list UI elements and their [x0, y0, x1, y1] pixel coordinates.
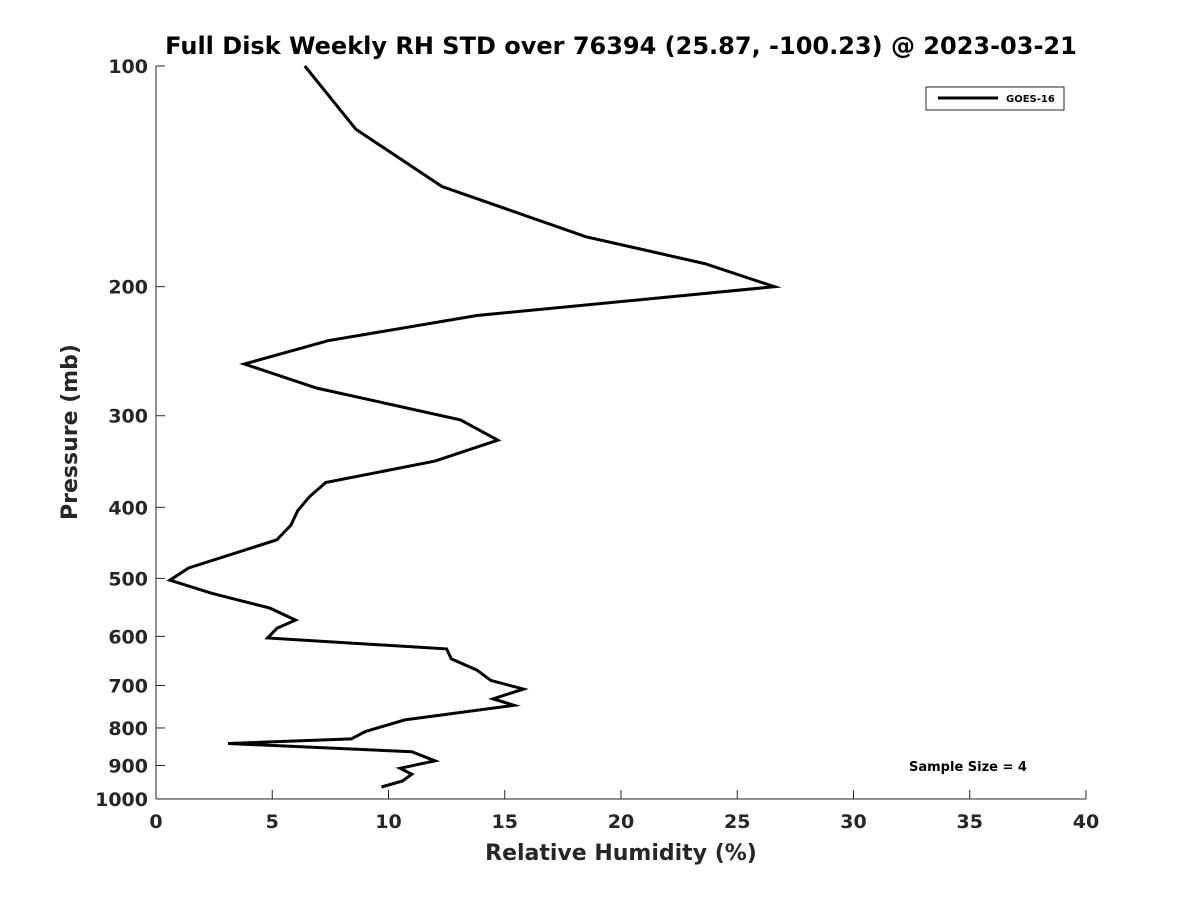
x-tick-label: 30: [840, 811, 866, 833]
chart-title: Full Disk Weekly RH STD over 76394 (25.8…: [165, 32, 1077, 60]
x-tick-label: 40: [1073, 811, 1099, 833]
y-tick-label: 600: [108, 626, 148, 648]
y-tick-label: 400: [108, 497, 148, 519]
x-tick-label: 25: [724, 811, 750, 833]
x-axis-ticks: 0 5 10 15 20 25 30 35 40: [149, 790, 1099, 833]
sample-size-annotation: Sample Size = 4: [909, 760, 1027, 775]
y-tick-label: 500: [108, 568, 148, 590]
y-tick-label: 200: [108, 277, 148, 299]
x-tick-label: 10: [375, 811, 401, 833]
x-axis-label: Relative Humidity (%): [485, 841, 757, 866]
x-tick-label: 5: [266, 811, 279, 833]
y-tick-label: 1000: [95, 789, 148, 811]
y-axis-label: Pressure (mb): [58, 344, 83, 520]
x-tick-label: 20: [608, 811, 634, 833]
series-group: [166, 65, 782, 789]
y-tick-label: 900: [108, 755, 148, 777]
legend: GOES-16: [925, 86, 1065, 111]
y-tick-label: 700: [108, 675, 148, 697]
y-tick-label: 300: [108, 406, 148, 428]
x-tick-label: 35: [957, 811, 983, 833]
y-axis-ticks: 100 200 300 400 500 600 700 800 900 1000: [95, 56, 165, 811]
y-tick-label: 100: [108, 56, 148, 78]
x-tick-label: 15: [492, 811, 518, 833]
x-tick-label: 0: [149, 811, 162, 833]
legend-label-goes-16: GOES-16: [1006, 94, 1055, 105]
y-tick-label: 800: [108, 718, 148, 740]
series-line-goes-16: [166, 65, 782, 789]
